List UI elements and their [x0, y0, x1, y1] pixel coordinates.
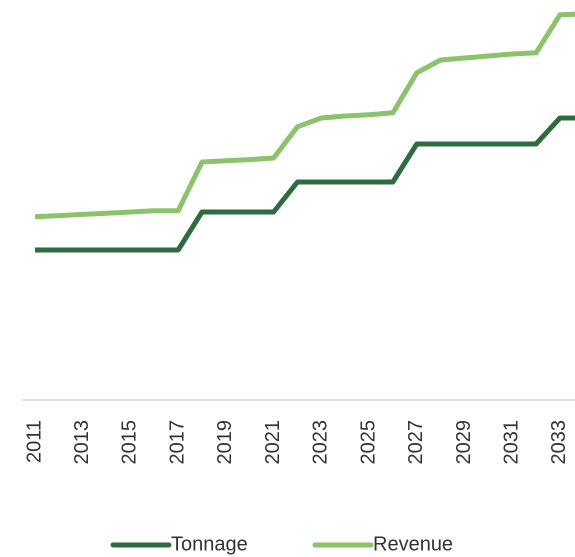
line	[35, 115, 575, 253]
x-tick-label: 2033	[548, 420, 570, 465]
x-tick-label: 2013	[71, 420, 93, 465]
x-tick-label: 2029	[453, 420, 475, 465]
legend-label: Tonnage	[171, 533, 248, 555]
line	[34, 11, 575, 220]
x-tick-label: 2017	[166, 420, 188, 465]
x-tick-label: 2011	[23, 420, 45, 463]
x-tick-label: 2019	[214, 420, 236, 465]
x-tick-label: 2023	[310, 420, 332, 465]
x-tick-label: 2031	[500, 420, 522, 465]
x-tick-label: 2021	[262, 420, 284, 465]
x-tick-label: 2025	[357, 420, 379, 465]
x-tick-label: 2015	[119, 420, 141, 465]
legend-label: Revenue	[373, 533, 453, 555]
x-tick-label: 2027	[405, 420, 427, 465]
